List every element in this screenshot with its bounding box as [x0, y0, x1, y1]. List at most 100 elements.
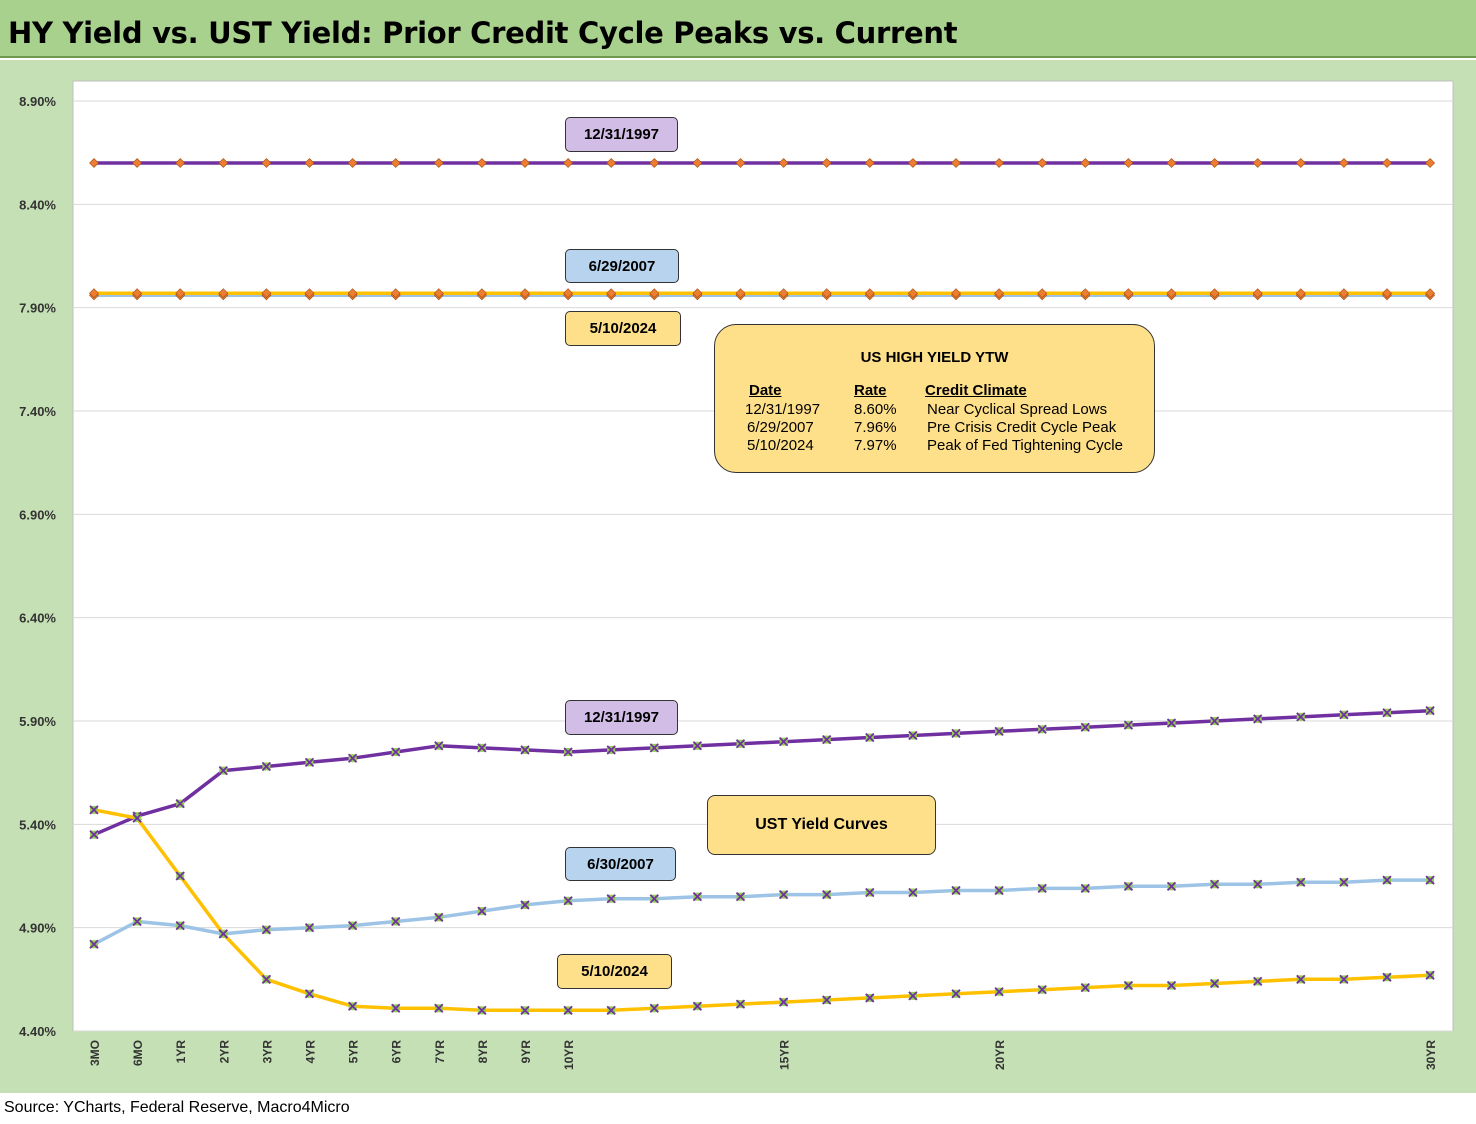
ust-data-point-x	[692, 1001, 703, 1011]
hy-data-point	[563, 288, 574, 299]
chart-area: 8.90% 8.40% 7.90% 7.40% 6.90% 6.40% 5.90% 5.40%…	[0, 60, 1476, 1093]
x-tick-label: 3MO	[88, 1040, 102, 1066]
ust-data-point-x	[649, 894, 659, 904]
ust-data-point-x	[649, 743, 659, 753]
hy-data-point	[1295, 158, 1306, 168]
hy-data-point	[735, 288, 746, 299]
y-tick-label: 4.40%	[19, 1024, 56, 1039]
hy-data-point	[1252, 158, 1263, 168]
ust-data-point-x	[692, 741, 703, 751]
hy-data-point	[132, 288, 143, 299]
ust-data-point-x	[1425, 706, 1435, 716]
hy-data-point	[433, 158, 444, 168]
hy-data-point	[1037, 288, 1048, 299]
ust-data-point-x	[692, 892, 703, 902]
x-tick-label: 20YR	[993, 1040, 1007, 1070]
y-tick-label: 7.40%	[19, 404, 56, 419]
ust-data-point-x	[865, 732, 875, 743]
ust-data-point-x	[1166, 718, 1177, 728]
ust-data-point-x	[304, 989, 315, 999]
hy-data-point	[1166, 158, 1177, 168]
ust-data-point-x	[649, 1003, 659, 1013]
hy-data-point	[261, 158, 272, 168]
ust-data-point-x	[822, 734, 832, 745]
ust-2024-label: 5/10/2024	[557, 954, 672, 989]
ust-data-point-x	[994, 885, 1004, 896]
ust-data-point-x	[606, 1005, 616, 1015]
ust-data-point-x	[563, 896, 573, 906]
legend-header-climate: Credit Climate	[925, 382, 1027, 399]
ust-data-point-x	[1339, 710, 1349, 720]
ust-data-point-x	[304, 923, 315, 933]
chart-svg: 8.90% 8.40% 7.90% 7.40% 6.90% 6.40% 5.90% 5.40%…	[19, 80, 1454, 1070]
ust-data-point-x	[1037, 985, 1047, 995]
x-tick-label: 3YR	[260, 1040, 274, 1064]
legend-row-rate: 7.97%	[854, 437, 897, 454]
ust-data-point-x	[347, 1001, 358, 1011]
ust-data-point-x	[1037, 883, 1047, 894]
hy-data-point	[304, 158, 315, 168]
ust-yield-curves-box: UST Yield Curves	[707, 795, 936, 855]
ust-data-point-x	[735, 892, 746, 902]
ust-data-point-x	[261, 761, 272, 772]
hy-data-point	[649, 288, 660, 299]
y-tick-label: 5.90%	[19, 714, 56, 729]
hy-data-point	[132, 158, 143, 168]
hy-data-point	[1209, 288, 1220, 299]
hy-data-point	[1123, 158, 1134, 168]
x-tick-label: 5YR	[347, 1040, 361, 1064]
legend-row-climate: Peak of Fed Tightening Cycle	[927, 437, 1123, 454]
ust-data-point-x	[89, 939, 99, 949]
hy-data-point	[218, 288, 229, 299]
ust-data-point-x	[1080, 982, 1090, 993]
hy-data-point	[1425, 158, 1436, 168]
hy-data-point	[261, 288, 272, 299]
ust-data-point-x	[951, 989, 961, 999]
ust-data-point-x	[1425, 970, 1435, 980]
y-tick-label: 8.40%	[19, 197, 56, 212]
hy-data-point	[175, 288, 186, 299]
hy-data-point	[864, 288, 875, 299]
hy-data-point	[778, 288, 789, 299]
x-tick-label: 9YR	[519, 1040, 533, 1064]
ust-data-point-x	[735, 739, 746, 749]
ust-data-point-x	[1037, 724, 1047, 734]
ust-data-point-x	[1123, 720, 1134, 730]
ust-data-point-x	[175, 871, 185, 881]
hy-data-point	[951, 288, 961, 299]
hy-2024-label: 5/10/2024	[565, 311, 681, 346]
ust-data-point-x	[1209, 716, 1220, 726]
ust-data-point-x	[865, 887, 875, 898]
hy-data-point	[1166, 288, 1177, 299]
ust-data-point-x	[477, 1005, 487, 1015]
source-note: Source: YCharts, Federal Reserve, Macro4…	[4, 1099, 350, 1116]
ust-data-point-x	[347, 920, 358, 931]
ust-data-point-x	[1123, 980, 1134, 991]
hy-data-point	[778, 158, 789, 168]
ust-data-point-x	[606, 745, 616, 755]
ust-data-point-x	[1166, 980, 1177, 991]
legend-row-climate: Near Cyclical Spread Lows	[927, 401, 1108, 418]
hy-data-point	[821, 288, 832, 299]
x-tick-label: 1YR	[174, 1040, 188, 1064]
ust-data-point-x	[218, 929, 228, 939]
x-tick-label: 6YR	[390, 1040, 404, 1064]
legend-row-date: 6/29/2007	[747, 419, 814, 436]
hy-data-point	[476, 158, 487, 168]
hy-data-point	[218, 158, 229, 168]
ust-data-point-x	[1382, 875, 1392, 885]
ust-data-point-x	[434, 912, 444, 922]
x-tick-label: 10YR	[562, 1040, 576, 1070]
ust-data-point-x	[520, 900, 530, 910]
ust-data-point-x	[1080, 883, 1090, 894]
ust-data-point-x	[1425, 875, 1435, 885]
legend-header-date: Date	[749, 382, 782, 399]
ust-data-point-x	[1123, 881, 1134, 891]
ust-data-point-x	[1382, 972, 1392, 982]
ust-data-point-x	[1296, 712, 1306, 722]
hy-data-point	[1382, 288, 1392, 299]
hy-data-point	[1080, 288, 1091, 299]
hy-data-point	[951, 158, 961, 168]
ust-data-point-x	[391, 1003, 401, 1013]
title-bar: HY Yield vs. UST Yield: Prior Credit Cyc…	[0, 0, 1476, 58]
